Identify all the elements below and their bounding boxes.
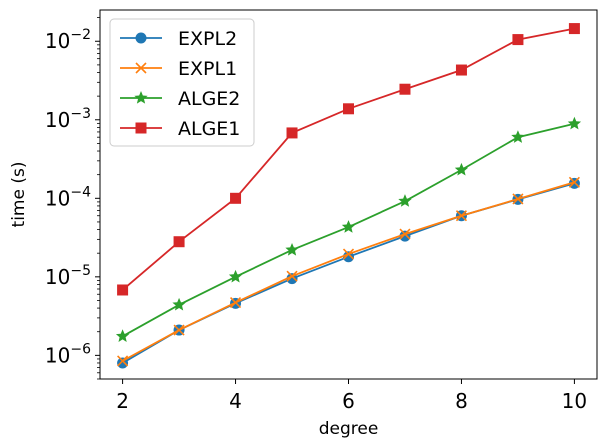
x-axis-title: degree — [319, 419, 379, 439]
data-point-alge2 — [567, 116, 582, 130]
data-point-alge2 — [341, 220, 356, 233]
data-point-expl1 — [173, 324, 185, 336]
data-point-expl1 — [286, 270, 298, 282]
legend-item-alge1: ALGE1 — [120, 118, 240, 140]
data-point-alge2 — [172, 297, 186, 311]
x-tick-label: 10 — [562, 389, 587, 413]
x-tick-label: 6 — [342, 389, 355, 413]
legend-marker-expl2 — [135, 32, 147, 44]
x-tick-label: 8 — [455, 389, 468, 413]
data-point-alge1 — [399, 83, 411, 95]
data-point-alge1 — [286, 127, 298, 139]
y-tick-label: 10−3 — [45, 106, 91, 132]
data-point-alge2 — [228, 269, 243, 283]
data-point-alge1 — [455, 64, 467, 76]
x-marker-stroke — [568, 176, 580, 188]
x-marker-stroke — [512, 193, 524, 205]
data-point-alge2 — [285, 242, 299, 256]
data-point-alge1 — [117, 284, 129, 296]
legend-marker-expl1 — [135, 62, 147, 74]
y-axis: 10−6 10−5 10−4 10−3 10−2 — [45, 17, 100, 380]
data-point-expl1 — [512, 193, 524, 205]
series-layer — [115, 23, 582, 369]
legend-item-alge2: ALGE2 — [120, 88, 240, 110]
legend-label-alge1: ALGE1 — [178, 118, 240, 140]
y-tick-label: 10−4 — [45, 184, 91, 210]
y-tick-label: 10−2 — [45, 27, 91, 53]
data-point-alge1 — [512, 34, 524, 46]
data-point-expl1 — [229, 297, 242, 309]
x-marker-stroke — [229, 297, 242, 309]
x-marker-stroke — [135, 62, 147, 74]
data-point-alge2 — [115, 329, 130, 342]
y-tick-label: 10−6 — [45, 341, 91, 367]
legend-label-expl2: EXPL2 — [178, 28, 237, 50]
series-alge1 — [117, 23, 580, 296]
data-point-alge2 — [454, 162, 469, 176]
legend-label-expl1: EXPL1 — [178, 58, 237, 80]
legend-box — [109, 18, 255, 147]
legend-marker-alge1 — [135, 122, 147, 134]
legend-marker-alge2 — [134, 91, 148, 104]
x-axis: 2 4 6 8 10 — [116, 379, 587, 413]
legend: EXPL2 EXPL1 ALGE2 ALGE1 — [109, 18, 255, 147]
series-alge2 — [115, 116, 582, 342]
legend-label-alge2: ALGE2 — [178, 88, 240, 110]
x-tick-label: 2 — [116, 389, 129, 413]
x-marker-stroke — [342, 248, 355, 260]
data-point-expl1 — [455, 210, 468, 222]
data-point-alge1 — [343, 103, 354, 115]
x-marker-stroke — [286, 270, 298, 282]
y-tick-label: 10−5 — [45, 263, 91, 289]
data-point-expl1 — [342, 248, 355, 260]
data-point-alge2 — [511, 130, 525, 143]
x-marker-stroke — [455, 210, 468, 222]
x-marker-stroke — [399, 228, 411, 240]
data-point-expl1 — [117, 355, 129, 367]
series-expl1 — [117, 176, 580, 367]
x-marker-stroke — [117, 355, 129, 367]
data-point-alge2 — [398, 194, 412, 207]
x-marker-stroke — [173, 324, 185, 336]
legend-item-expl1: EXPL1 — [120, 58, 237, 80]
data-point-alge1 — [568, 23, 580, 35]
legend-item-expl2: EXPL2 — [120, 28, 237, 50]
data-point-alge1 — [230, 192, 242, 204]
y-axis-title: time (s) — [9, 162, 29, 228]
data-point-expl1 — [399, 228, 411, 240]
x-tick-label: 4 — [229, 389, 242, 413]
data-point-expl1 — [568, 176, 580, 188]
data-point-alge1 — [173, 236, 185, 248]
